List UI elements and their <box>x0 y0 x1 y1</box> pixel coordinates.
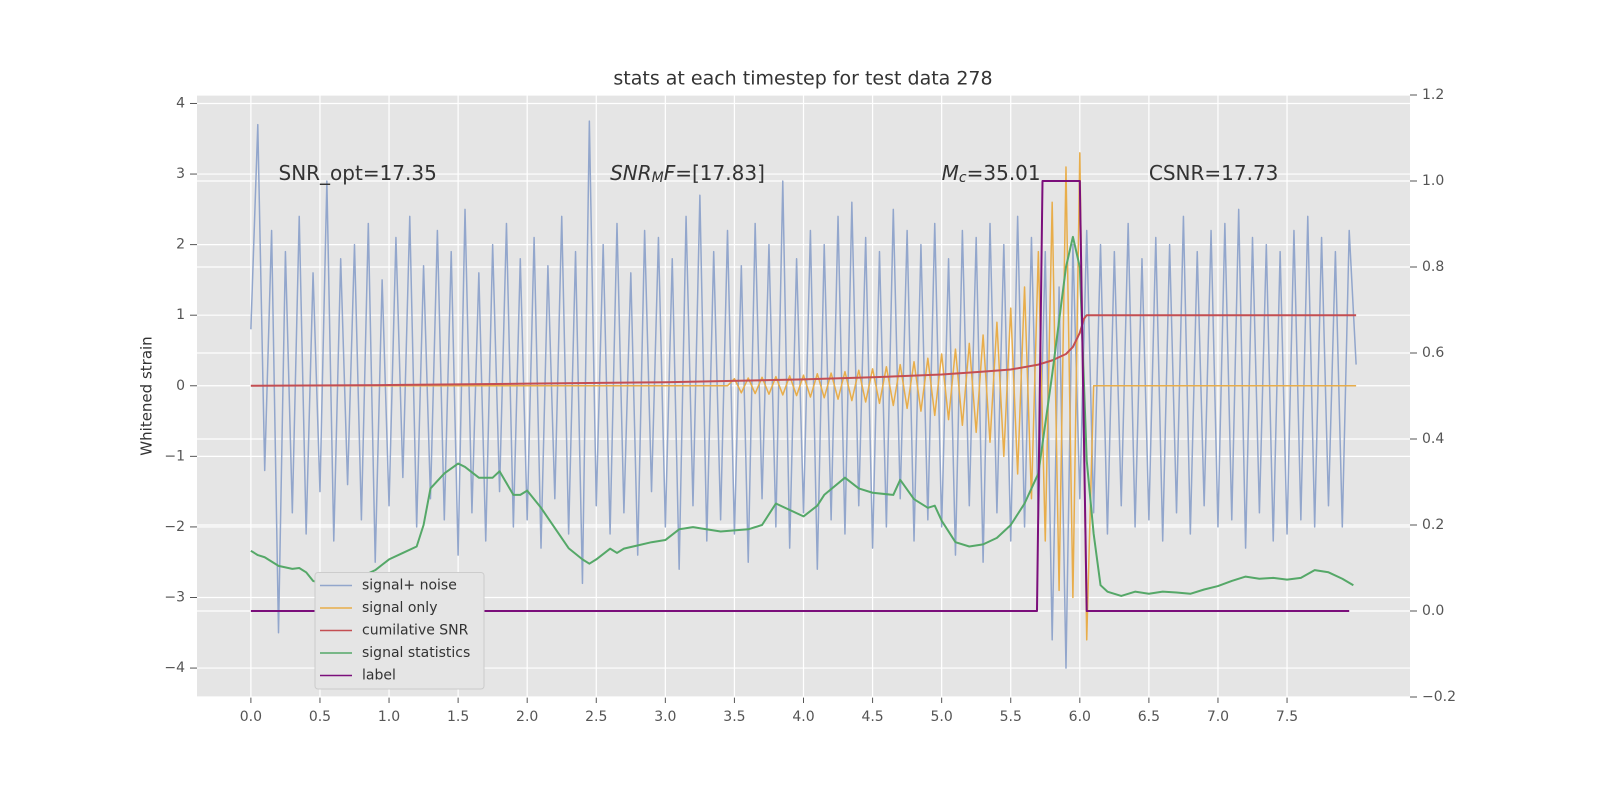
y-tick-label: 4 <box>176 95 185 111</box>
annotation-part: F <box>664 161 676 185</box>
x-tick-label: 0.5 <box>309 709 331 725</box>
y-tick-label: −3 <box>164 589 185 605</box>
annotation-part: c <box>959 170 967 186</box>
annotation-part: SNR <box>610 161 652 185</box>
y-tick-label: −2 <box>164 519 185 535</box>
x-tick-label: 2.5 <box>585 709 607 725</box>
x-tick-label: 4.0 <box>792 709 814 725</box>
legend-box <box>314 572 485 690</box>
legend-label: label <box>362 668 396 684</box>
x-tick-label: 6.0 <box>1069 709 1091 725</box>
annotation: Mc=35.01 <box>942 161 1041 187</box>
series-line <box>250 120 1357 669</box>
y2-tick-label: 0.2 <box>1422 517 1444 533</box>
x-tick-label: 2.0 <box>516 709 538 725</box>
x-tick-label: 7.5 <box>1276 709 1298 725</box>
series-line <box>250 235 1354 597</box>
annotation-part: M <box>652 170 664 186</box>
y2-tick-label: 1.0 <box>1422 173 1444 189</box>
y-tick-label: 3 <box>176 166 185 182</box>
annotation-part: =35.01 <box>967 161 1041 185</box>
y-axis-label: Whitened strain <box>138 336 156 455</box>
y-tick-label: −1 <box>164 448 185 464</box>
y2-tick-label: 0.4 <box>1422 431 1444 447</box>
y-tick-label: 0 <box>176 378 185 394</box>
y-tick-label: −4 <box>164 660 185 676</box>
annotation-part: CSNR=17.73 <box>1149 161 1279 185</box>
x-tick-label: 1.5 <box>447 709 469 725</box>
y2-tick-label: 0.6 <box>1422 345 1444 361</box>
legend-label: signal only <box>362 600 437 616</box>
x-tick-label: 3.0 <box>654 709 676 725</box>
x-tick-label: 6.5 <box>1138 709 1160 725</box>
legend-label: signal+ noise <box>362 578 457 594</box>
x-tick-label: 3.5 <box>723 709 745 725</box>
annotation: SNRMF=[17.83] <box>610 161 765 187</box>
x-tick-label: 0.0 <box>240 709 262 725</box>
x-tick-label: 1.0 <box>378 709 400 725</box>
annotation: SNR_opt=17.35 <box>279 161 437 185</box>
x-tick-label: 5.0 <box>931 709 953 725</box>
y2-tick-label: −0.2 <box>1422 689 1456 705</box>
series-line <box>250 152 1357 641</box>
y2-tick-label: 1.2 <box>1422 87 1444 103</box>
annotation-part: SNR_opt=17.35 <box>279 161 437 185</box>
x-tick-label: 4.5 <box>861 709 883 725</box>
y-tick-label: 2 <box>176 237 185 253</box>
annotation-part: M <box>942 161 959 185</box>
x-tick-label: 7.0 <box>1207 709 1229 725</box>
y2-tick-label: 0.8 <box>1422 259 1444 275</box>
legend-label: signal statistics <box>362 645 470 661</box>
x-tick-label: 5.5 <box>1000 709 1022 725</box>
legend-label: cumilative SNR <box>362 623 469 639</box>
annotation-part: =[17.83] <box>675 161 765 185</box>
series-line <box>250 180 1350 612</box>
chart-title: stats at each timestep for test data 278 <box>613 68 992 90</box>
y-tick-label: 1 <box>176 307 185 323</box>
annotation: CSNR=17.73 <box>1149 161 1279 185</box>
y2-tick-label: 0.0 <box>1422 603 1444 619</box>
